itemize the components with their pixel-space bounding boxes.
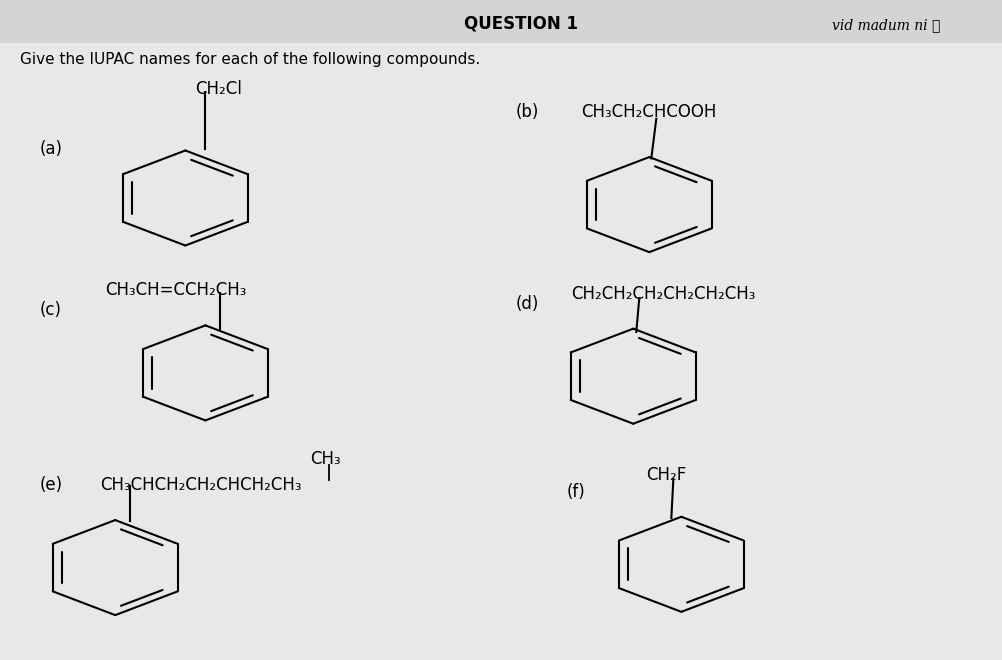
Text: (c): (c) bbox=[40, 301, 62, 319]
Text: CH₃CH₂CHCOOH: CH₃CH₂CHCOOH bbox=[581, 103, 716, 121]
Text: (a): (a) bbox=[40, 139, 63, 158]
Text: CH₃: CH₃ bbox=[311, 449, 342, 468]
Text: CH₂F: CH₂F bbox=[646, 466, 686, 484]
Text: CH₂CH₂CH₂CH₂CH₂CH₃: CH₂CH₂CH₂CH₂CH₂CH₃ bbox=[571, 284, 756, 303]
Bar bbox=[0, 0, 1002, 43]
Text: CH₃CHCH₂CH₂CHCH₂CH₃: CH₃CHCH₂CH₂CHCH₂CH₃ bbox=[100, 476, 302, 494]
Text: QUESTION 1: QUESTION 1 bbox=[464, 14, 578, 32]
Text: (f): (f) bbox=[566, 482, 585, 501]
Text: (e): (e) bbox=[40, 476, 63, 494]
Text: vid madum ni ✓: vid madum ni ✓ bbox=[832, 18, 940, 32]
Text: (b): (b) bbox=[516, 103, 539, 121]
Text: CH₃CH=CCH₂CH₃: CH₃CH=CCH₂CH₃ bbox=[105, 281, 246, 300]
Text: (d): (d) bbox=[516, 294, 539, 313]
Text: Give the IUPAC names for each of the following compounds.: Give the IUPAC names for each of the fol… bbox=[20, 52, 480, 67]
Text: CH₂Cl: CH₂Cl bbox=[195, 80, 242, 98]
